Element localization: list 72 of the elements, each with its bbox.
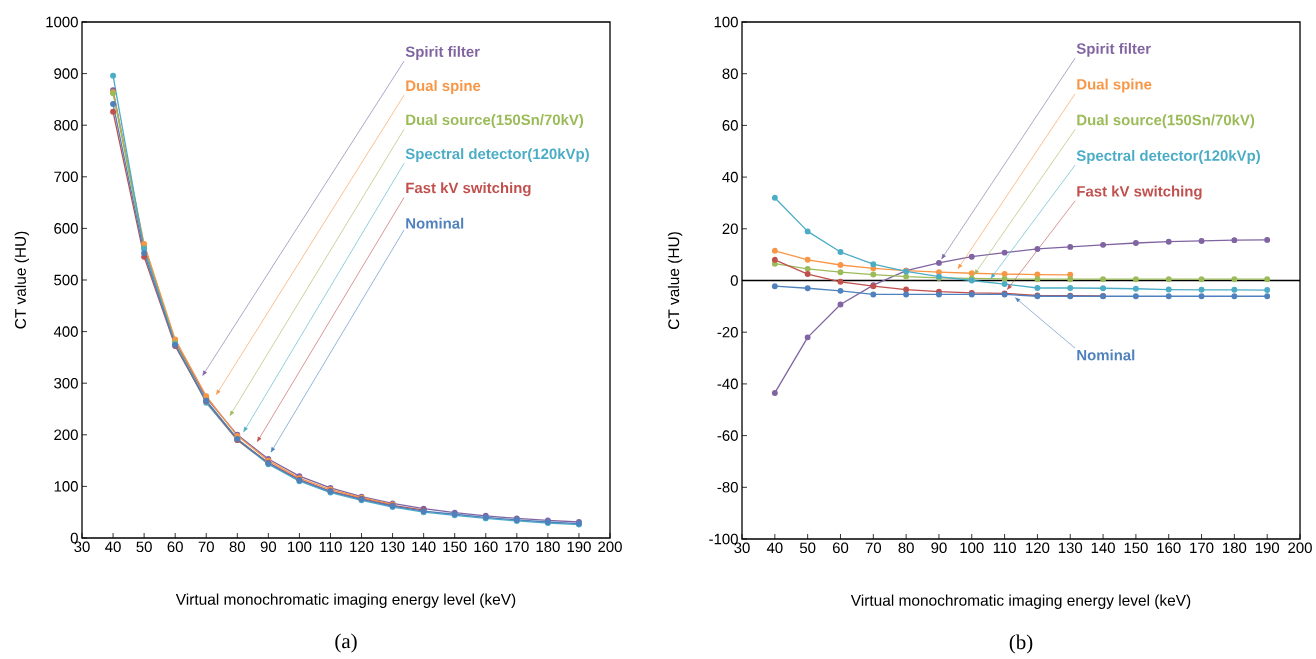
text: Dual source(150Sn/70kV) (1077, 114, 1255, 129)
x-tick-label: 200 (598, 541, 622, 553)
x-tick-label: 110 (993, 542, 1016, 554)
y-tick-label: 500 (54, 274, 78, 286)
text: Nominal (1077, 349, 1135, 361)
x-tick-label: 200 (1288, 542, 1312, 554)
x-tick-label: 130 (381, 541, 405, 553)
y-tick-label: 700 (54, 171, 78, 183)
text: Spirit filter (1076, 42, 1151, 57)
y-tick-label: 800 (54, 119, 78, 131)
y-tick-label: 900 (54, 68, 78, 79)
text: (a) (335, 633, 357, 653)
x-tick-label: 80 (898, 542, 914, 554)
x-tick-label: 130 (1058, 542, 1083, 554)
text: Dual source(150Sn/70kV) (406, 114, 584, 129)
text: Fast kV switching (1077, 185, 1202, 200)
y-tick-label: -80 (717, 482, 738, 493)
y-tick-label: 100 (714, 16, 738, 28)
y-tick-label: 60 (722, 120, 738, 131)
x-tick-label: 140 (412, 541, 436, 553)
x-axis-title: Virtual monochromatic imaging energy level (keV) (175, 593, 516, 608)
text: Dual spine (406, 80, 481, 94)
x-tick-label: 150 (443, 541, 467, 553)
x-tick-label: 120 (1026, 542, 1050, 554)
y-axis-title: CT value (HU) (14, 231, 30, 329)
x-tick-label: 190 (1255, 542, 1280, 554)
text: Spectral detector(120kVp) (1076, 149, 1260, 164)
x-tick-label: 150 (1124, 542, 1148, 554)
text: Spectral detector(120kVp) (405, 148, 589, 163)
x-tick-label: 180 (536, 541, 560, 553)
x-tick-label: 170 (1190, 542, 1214, 554)
x-tick-label: 180 (1223, 542, 1247, 554)
y-tick-label: 300 (54, 377, 78, 389)
x-tick-label: 70 (198, 541, 214, 553)
y-tick-label: 200 (54, 429, 78, 441)
x-tick-label: 90 (931, 542, 947, 554)
x-tick-label: 90 (260, 541, 277, 553)
x-tick-label: 40 (766, 542, 783, 554)
text: Dual spine (1077, 78, 1152, 93)
y-tick-label: -20 (717, 326, 738, 338)
text: (b) (1009, 634, 1033, 654)
y-tick-label: 20 (722, 223, 738, 235)
x-tick-label: 120 (350, 541, 374, 553)
y-tick-label: -60 (717, 430, 738, 441)
text: Nominal (406, 217, 464, 229)
y-tick-label: 80 (722, 68, 738, 79)
y-tick-label: 400 (53, 326, 78, 337)
x-tick-label: 100 (288, 541, 312, 553)
x-tick-label: 80 (229, 541, 246, 553)
x-tick-label: 50 (136, 541, 152, 553)
x-tick-label: 140 (1091, 542, 1115, 554)
x-tick-label: 160 (1157, 542, 1181, 554)
x-tick-label: 170 (505, 541, 529, 553)
y-tick-label: 0 (730, 275, 738, 286)
x-tick-label: 50 (799, 542, 816, 554)
y-axis-title: CT value (HU) (667, 232, 683, 330)
x-tick-label: 100 (960, 542, 984, 554)
x-axis-title: Virtual monochromatic imaging energy level (keV) (850, 594, 1191, 609)
x-tick-label: 70 (865, 542, 882, 554)
text: Spirit filter (405, 45, 480, 60)
y-tick-label: 1000 (46, 16, 78, 28)
x-tick-label: 60 (832, 542, 849, 554)
y-tick-label: -40 (717, 378, 738, 390)
x-tick-label: 190 (567, 541, 591, 553)
y-tick-label: 100 (54, 481, 78, 492)
x-tick-label: 40 (105, 541, 121, 553)
x-tick-label: 160 (474, 541, 498, 553)
text: Fast kV switching (406, 182, 531, 197)
y-tick-label: 600 (54, 223, 78, 234)
y-tick-label: 40 (722, 171, 738, 183)
x-tick-label: 60 (167, 541, 183, 553)
x-tick-label: 110 (319, 541, 342, 553)
